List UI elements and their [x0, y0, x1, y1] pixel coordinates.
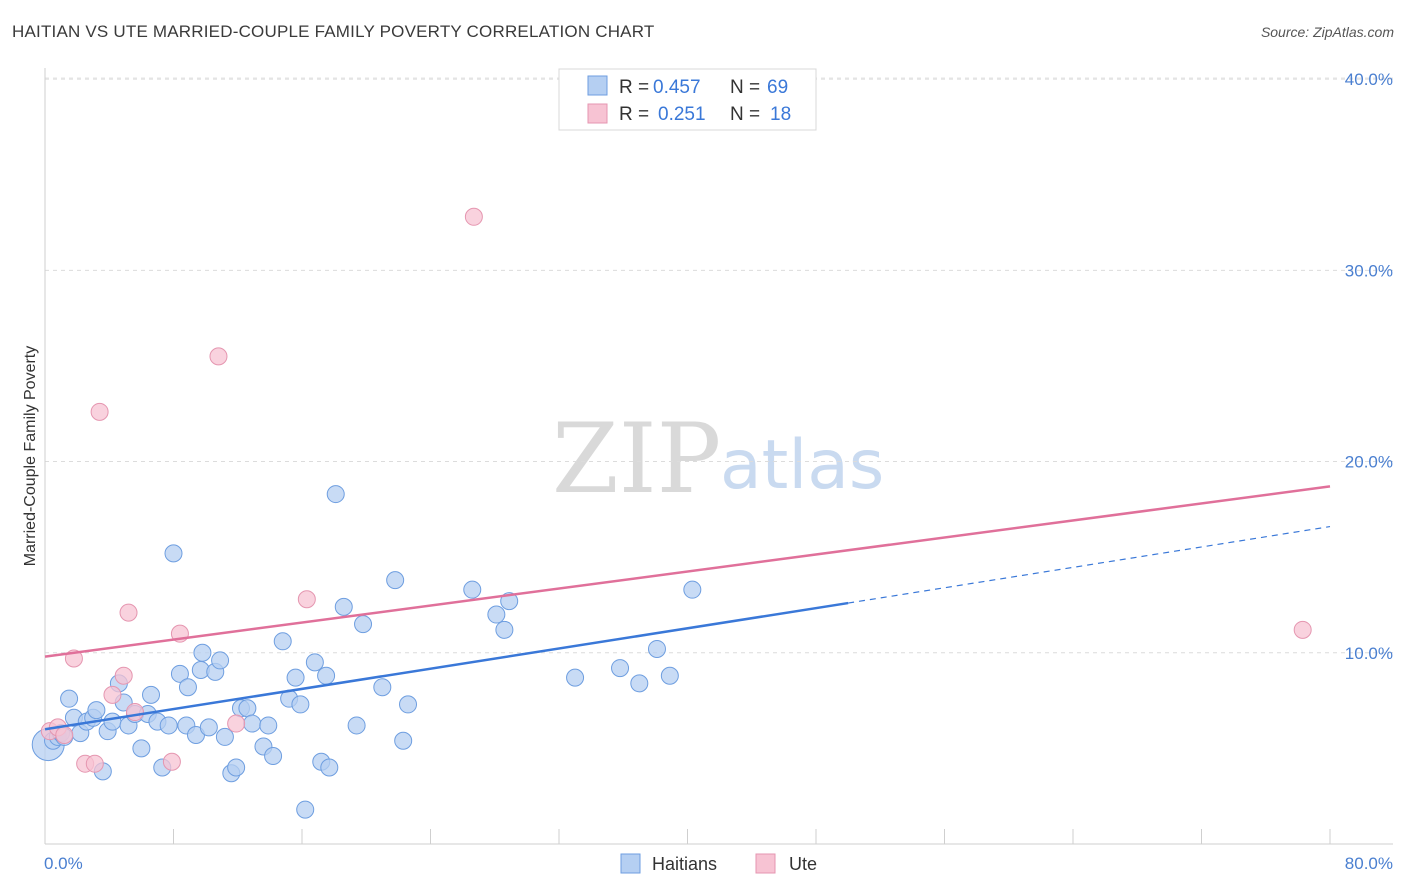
legend-n-value-haitians: 69 — [767, 77, 788, 98]
legend-box: R = 0.457 N = 69 R = 0.251 N = 18 — [558, 68, 817, 131]
point-haitians — [243, 714, 262, 733]
source-label: Source: ZipAtlas.com — [1260, 24, 1394, 40]
point-haitians — [386, 571, 405, 590]
watermark-zip: ZIP — [552, 403, 721, 515]
point-haitians — [566, 668, 585, 687]
legend-swatch-haitians — [587, 75, 608, 96]
point-haitians — [193, 643, 212, 662]
x-axis-tick-labels: 0.0% 80.0% — [44, 854, 1393, 873]
trend-lines — [44, 485, 1331, 731]
point-ute — [90, 402, 109, 421]
legend-n-label-1: N = — [730, 77, 760, 98]
trend-line-ute — [44, 485, 1331, 658]
point-haitians — [647, 639, 666, 658]
point-haitians — [611, 659, 630, 678]
point-haitians — [199, 718, 218, 737]
point-ute — [103, 685, 122, 704]
chart-title: HAITIAN VS UTE MARRIED-COUPLE FAMILY POV… — [12, 22, 655, 41]
point-haitians — [238, 699, 257, 718]
point-ute — [114, 666, 133, 685]
bottom-legend-swatch-ute — [755, 853, 776, 874]
x-tick-label-max: 80.0% — [1345, 854, 1393, 873]
legend-r-label-1: R = — [619, 77, 649, 98]
point-haitians — [660, 666, 679, 685]
series-ute — [40, 207, 1312, 773]
y-axis-tick-labels: 10.0% 20.0% 30.0% 40.0% — [1345, 70, 1393, 663]
point-haitians — [87, 701, 106, 720]
y-axis-label: Married-Couple Family Poverty — [22, 346, 39, 567]
y-tick-label-20: 20.0% — [1345, 453, 1393, 472]
point-haitians — [159, 716, 178, 735]
bottom-legend: Haitians Ute — [620, 853, 817, 874]
y-tick-label-40: 40.0% — [1345, 70, 1393, 89]
point-haitians — [164, 544, 183, 563]
point-haitians — [683, 580, 702, 599]
point-haitians — [103, 712, 122, 731]
axes — [44, 68, 1393, 845]
point-ute — [1293, 620, 1312, 639]
legend-n-value-ute: 18 — [770, 104, 791, 125]
point-haitians — [259, 716, 278, 735]
point-ute — [55, 726, 74, 745]
point-ute — [227, 714, 246, 733]
point-haitians — [215, 727, 234, 746]
point-ute — [85, 754, 104, 773]
trend-line-haitians — [44, 601, 849, 731]
x-tick-label-min: 0.0% — [44, 854, 83, 873]
point-haitians — [334, 597, 353, 616]
point-haitians — [227, 758, 246, 777]
legend-r-value-ute: 0.251 — [658, 104, 706, 125]
legend-n-label-2: N = — [730, 104, 760, 125]
legend-swatch-ute — [587, 103, 608, 124]
point-haitians — [286, 668, 305, 687]
point-haitians — [495, 620, 514, 639]
point-haitians — [487, 605, 506, 624]
point-haitians — [291, 695, 310, 714]
trend-line-haitians-extension — [848, 525, 1331, 604]
point-haitians — [347, 716, 366, 735]
point-ute — [297, 590, 316, 609]
point-haitians — [320, 758, 339, 777]
y-tick-label-10: 10.0% — [1345, 644, 1393, 663]
point-ute — [464, 207, 483, 226]
series-haitians — [31, 485, 702, 819]
point-haitians — [394, 731, 413, 750]
point-haitians — [354, 615, 373, 634]
watermark-atlas: atlas — [720, 426, 884, 505]
point-haitians — [317, 666, 336, 685]
point-haitians — [326, 485, 345, 504]
point-haitians — [305, 653, 324, 672]
bottom-legend-label-haitians: Haitians — [652, 854, 717, 874]
point-haitians — [373, 678, 392, 697]
point-ute — [162, 752, 181, 771]
point-haitians — [211, 651, 230, 670]
y-tick-label-30: 30.0% — [1345, 261, 1393, 280]
legend-r-value-haitians: 0.457 — [653, 77, 701, 98]
point-haitians — [178, 678, 197, 697]
point-haitians — [273, 632, 292, 651]
point-haitians — [463, 580, 482, 599]
point-haitians — [60, 689, 79, 708]
point-haitians — [132, 739, 151, 758]
point-ute — [209, 347, 228, 366]
bottom-legend-swatch-haitians — [620, 853, 641, 874]
point-haitians — [264, 747, 283, 766]
point-haitians — [170, 664, 189, 683]
point-haitians — [296, 800, 315, 819]
x-axis-ticks — [44, 829, 1331, 844]
bottom-legend-label-ute: Ute — [789, 854, 817, 874]
legend-r-label-2: R = — [619, 104, 649, 125]
point-haitians — [630, 674, 649, 693]
point-haitians — [399, 695, 418, 714]
point-haitians — [142, 685, 161, 704]
point-ute — [119, 603, 138, 622]
point-ute — [125, 703, 144, 722]
